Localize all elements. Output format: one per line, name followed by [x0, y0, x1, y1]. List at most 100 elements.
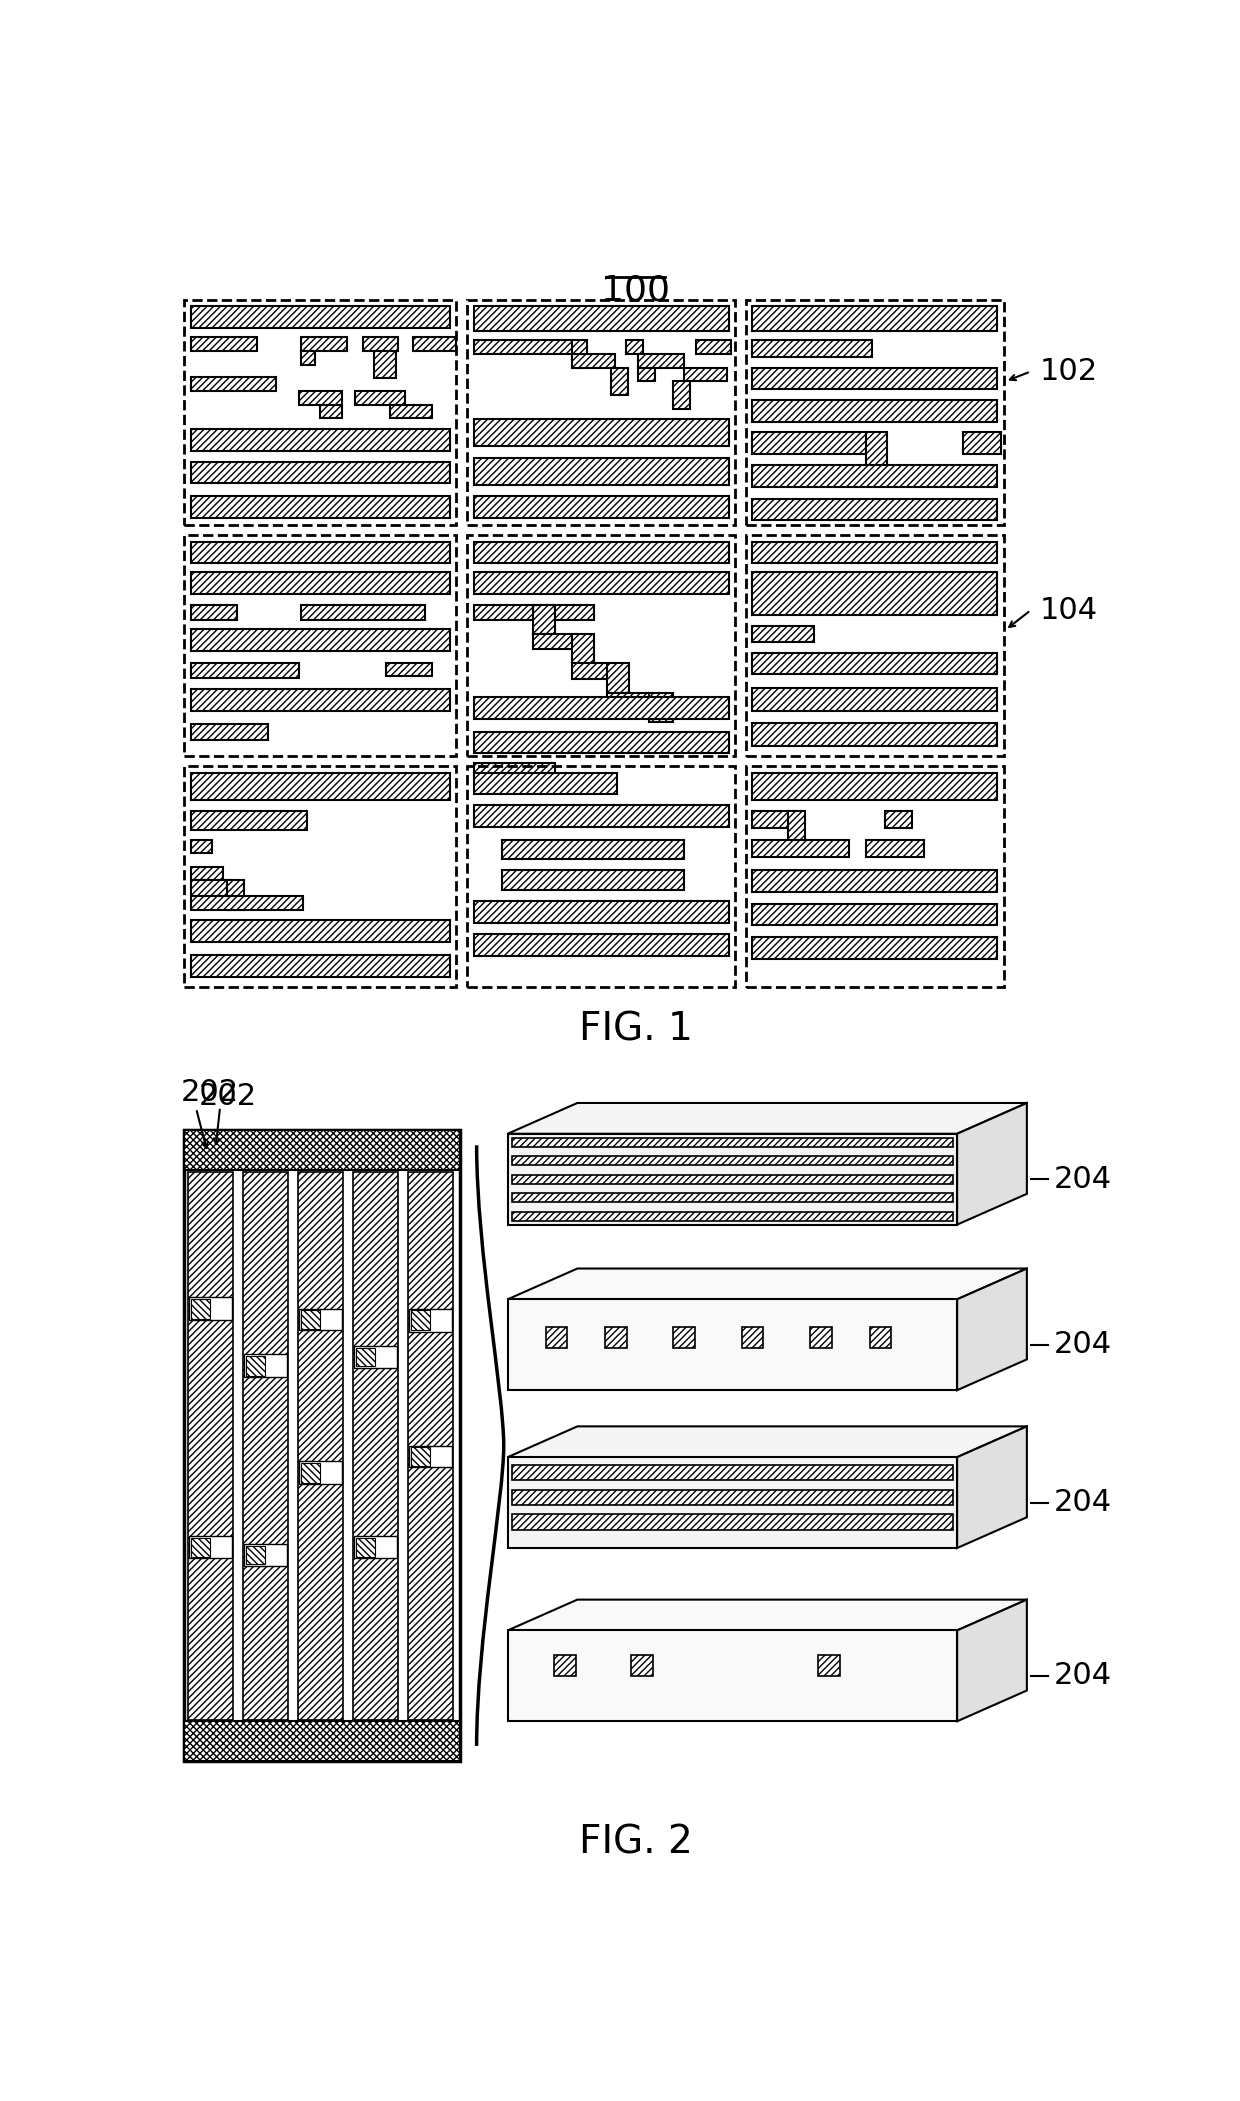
Bar: [474, 458, 729, 485]
Bar: [572, 340, 588, 368]
Polygon shape: [511, 1515, 954, 1530]
Polygon shape: [810, 1328, 832, 1349]
Bar: [702, 1479, 718, 1496]
Bar: [572, 664, 611, 679]
Bar: [355, 391, 405, 405]
Bar: [409, 1445, 451, 1466]
Bar: [298, 1172, 343, 1721]
Bar: [751, 368, 997, 389]
Bar: [191, 866, 223, 880]
Bar: [191, 542, 449, 563]
Bar: [474, 496, 729, 517]
Text: 202: 202: [181, 1078, 238, 1107]
Bar: [191, 662, 299, 679]
Bar: [299, 1460, 342, 1483]
Bar: [745, 536, 1003, 756]
Text: 102: 102: [1040, 357, 1099, 387]
Bar: [389, 405, 433, 418]
Bar: [626, 340, 644, 353]
Polygon shape: [507, 1135, 957, 1225]
Bar: [751, 937, 997, 958]
Polygon shape: [507, 1298, 957, 1391]
Bar: [684, 368, 727, 382]
Bar: [191, 811, 306, 830]
Polygon shape: [631, 1656, 652, 1677]
Bar: [751, 466, 997, 487]
Bar: [606, 693, 653, 708]
Bar: [191, 840, 212, 853]
Bar: [320, 405, 342, 418]
Bar: [866, 433, 888, 471]
Bar: [191, 956, 449, 977]
Bar: [751, 340, 872, 357]
Bar: [474, 571, 729, 595]
Bar: [352, 1172, 398, 1721]
Bar: [745, 767, 1003, 987]
Polygon shape: [507, 1599, 1027, 1630]
Bar: [356, 1349, 374, 1366]
Bar: [502, 870, 684, 889]
Bar: [187, 1172, 233, 1721]
Bar: [185, 1721, 460, 1761]
Text: FIG. 1: FIG. 1: [579, 1011, 692, 1048]
Bar: [301, 1462, 320, 1483]
Bar: [299, 391, 342, 405]
Bar: [185, 536, 456, 756]
Bar: [474, 307, 729, 330]
Polygon shape: [511, 1212, 954, 1221]
Bar: [751, 433, 868, 454]
Bar: [606, 664, 629, 693]
Bar: [410, 1311, 430, 1330]
Bar: [474, 773, 618, 794]
Bar: [246, 1355, 265, 1376]
Bar: [467, 300, 734, 525]
Bar: [243, 1172, 288, 1721]
Bar: [474, 935, 729, 956]
Bar: [474, 605, 594, 620]
Bar: [299, 1309, 342, 1330]
Bar: [355, 1536, 397, 1559]
Bar: [374, 351, 396, 378]
Bar: [672, 382, 689, 410]
Bar: [789, 811, 805, 849]
Bar: [244, 1544, 286, 1565]
Bar: [533, 635, 575, 649]
Polygon shape: [554, 1656, 575, 1677]
Text: 100: 100: [601, 273, 670, 307]
Bar: [185, 1130, 460, 1170]
Bar: [572, 353, 615, 368]
Polygon shape: [507, 1269, 1027, 1298]
Bar: [474, 340, 574, 353]
Polygon shape: [511, 1174, 954, 1183]
Polygon shape: [957, 1599, 1027, 1721]
Polygon shape: [546, 1328, 567, 1349]
Polygon shape: [818, 1656, 841, 1677]
Polygon shape: [511, 1156, 954, 1166]
Bar: [751, 653, 997, 674]
Bar: [246, 1546, 265, 1565]
Bar: [191, 773, 449, 800]
Polygon shape: [605, 1328, 627, 1349]
Text: 104: 104: [1040, 597, 1099, 624]
Bar: [751, 626, 813, 641]
Bar: [502, 840, 684, 859]
Bar: [356, 1538, 374, 1557]
Bar: [301, 351, 315, 366]
Bar: [751, 723, 997, 746]
Bar: [745, 300, 1003, 525]
Bar: [185, 767, 456, 987]
Bar: [637, 368, 655, 382]
Bar: [751, 840, 848, 857]
Polygon shape: [957, 1103, 1027, 1225]
Bar: [474, 901, 729, 922]
Text: 202: 202: [198, 1082, 257, 1111]
Polygon shape: [507, 1458, 957, 1548]
Bar: [191, 1298, 210, 1319]
Bar: [962, 433, 1002, 454]
Bar: [191, 725, 268, 740]
Bar: [662, 1462, 755, 1481]
Bar: [467, 536, 734, 756]
Bar: [474, 542, 729, 563]
Bar: [751, 542, 997, 563]
Bar: [408, 1172, 454, 1721]
